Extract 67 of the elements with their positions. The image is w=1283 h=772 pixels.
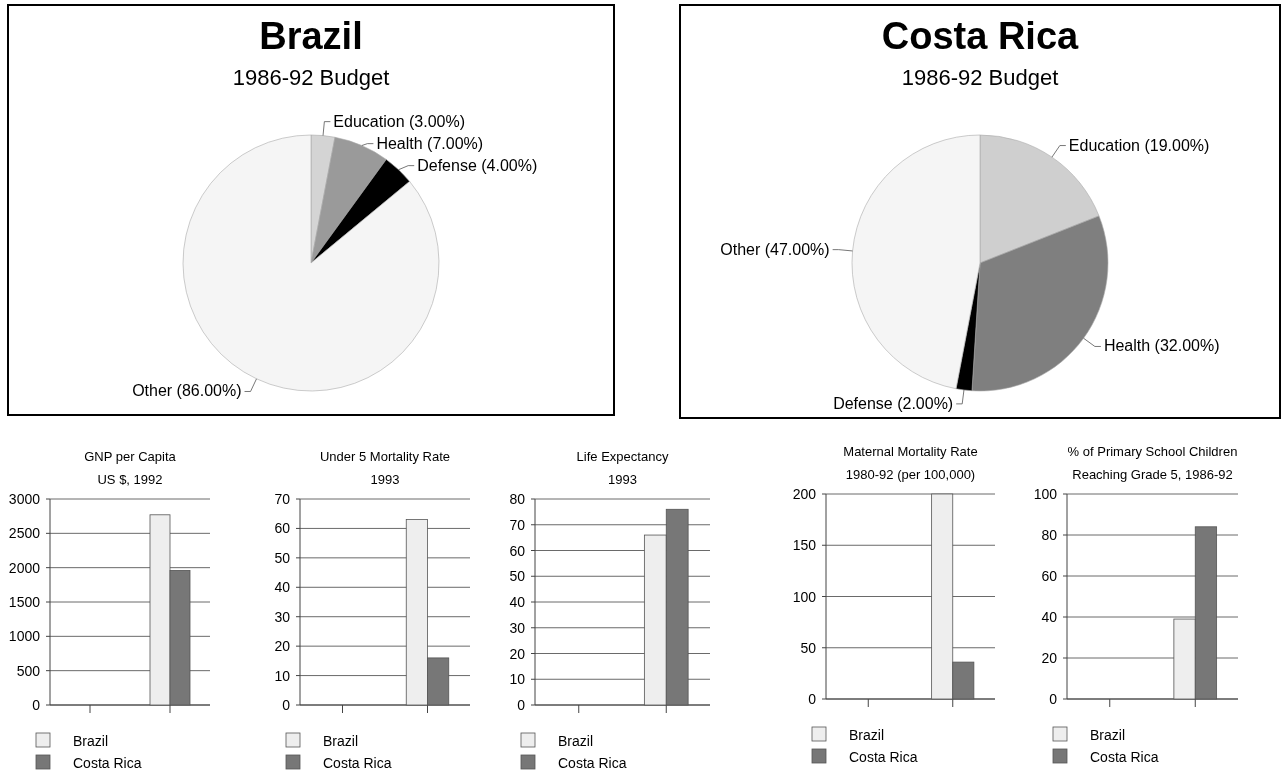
y-tick-label: 50: [800, 639, 817, 656]
chart-title: % of Primary School Children: [1067, 444, 1238, 459]
y-tick-label: 100: [1033, 486, 1058, 502]
slice-label: Defense (2.00%): [833, 394, 954, 412]
y-tick-label: 40: [1041, 609, 1058, 625]
y-tick-label: 3000: [8, 491, 41, 507]
y-tick-label: 30: [509, 619, 526, 636]
legend-label: Brazil: [73, 733, 109, 749]
y-tick-label: 20: [1041, 650, 1058, 666]
y-tick-label: 150: [792, 537, 817, 554]
slice-label: Education (3.00%): [333, 112, 465, 130]
y-tick-label: 0: [32, 697, 41, 713]
legend-label: Brazil: [558, 733, 594, 749]
y-tick-label: 200: [792, 486, 817, 502]
chart-subtitle: Reaching Grade 5, 1986-92: [1072, 467, 1233, 482]
legend-label: Brazil: [849, 727, 885, 743]
y-tick-label: 10: [274, 667, 291, 684]
y-tick-label: 0: [808, 691, 817, 707]
y-tick-label: 10: [509, 671, 526, 688]
slice-label: Health (7.00%): [376, 134, 484, 152]
y-tick-label: 60: [1041, 568, 1058, 584]
y-tick-label: 1000: [8, 628, 41, 645]
y-tick-label: 60: [274, 520, 291, 537]
y-tick-label: 2000: [8, 559, 41, 576]
legend-label: Costa Rica: [1090, 749, 1159, 765]
chart-title: Life Expectancy: [576, 449, 669, 464]
slice-label: Education (19.00%): [1068, 136, 1210, 154]
y-tick-label: 40: [509, 594, 526, 610]
y-tick-label: 100: [792, 588, 817, 605]
y-tick-label: 50: [509, 568, 526, 585]
legend-label: Costa Rica: [73, 755, 142, 771]
legend-label: Costa Rica: [558, 755, 627, 771]
slice-label: Other (86.00%): [132, 382, 242, 400]
chart-subtitle: 1986-92 Budget: [232, 65, 390, 90]
y-tick-label: 0: [282, 697, 291, 713]
chart-subtitle: 1980-92 (per 100,000): [845, 467, 976, 482]
chart-subtitle: 1986-92 Budget: [901, 65, 1059, 90]
chart-title: Under 5 Mortality Rate: [319, 449, 451, 464]
y-tick-label: 70: [509, 516, 526, 533]
y-tick-label: 2500: [8, 525, 41, 542]
y-tick-label: 70: [274, 491, 291, 507]
slice-label: Health (32.00%): [1103, 337, 1220, 355]
legend-label: Costa Rica: [849, 749, 918, 765]
chart-subtitle: US $, 1992: [97, 472, 163, 487]
y-tick-label: 0: [1049, 691, 1058, 707]
chart-title: Maternal Mortality Rate: [843, 444, 978, 459]
y-tick-label: 500: [16, 662, 41, 679]
y-tick-label: 40: [274, 579, 291, 596]
chart-title: Costa Rica: [881, 15, 1080, 57]
y-tick-label: 50: [274, 549, 291, 566]
y-tick-label: 20: [509, 645, 526, 662]
y-tick-label: 0: [517, 697, 526, 713]
y-tick-label: 1500: [8, 594, 41, 610]
legend-label: Costa Rica: [323, 755, 392, 771]
y-tick-label: 80: [509, 491, 526, 507]
chart-subtitle: 1993: [608, 472, 637, 487]
y-tick-label: 20: [274, 638, 291, 655]
legend-label: Brazil: [323, 733, 359, 749]
y-tick-label: 30: [274, 608, 291, 625]
slice-label: Defense (4.00%): [417, 156, 538, 174]
chart-title: Brazil: [259, 15, 363, 57]
slice-label: Other (47.00%): [720, 240, 830, 258]
y-tick-label: 60: [509, 542, 526, 559]
chart-title: GNP per Capita: [84, 449, 177, 464]
chart-subtitle: 1993: [370, 472, 400, 487]
y-tick-label: 80: [1041, 527, 1058, 543]
legend-label: Brazil: [1090, 727, 1126, 743]
